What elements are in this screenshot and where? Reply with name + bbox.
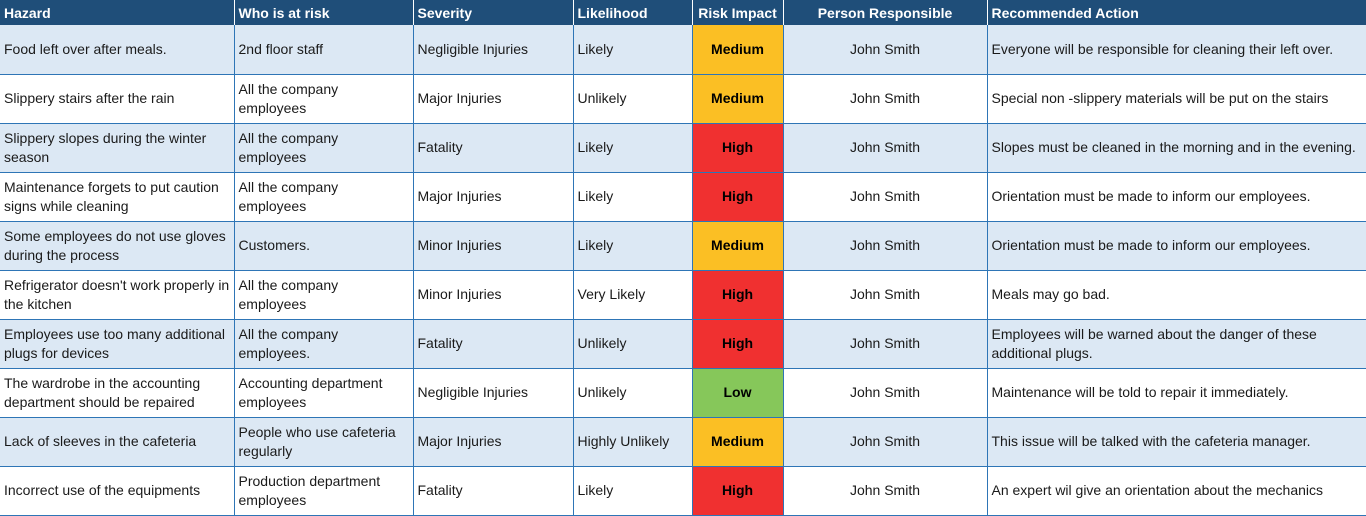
cell-who-at-risk: Accounting department employees: [234, 368, 414, 418]
cell-hazard: Some employees do not use gloves during …: [0, 221, 235, 271]
cell-hazard: Incorrect use of the equipments: [0, 466, 235, 516]
cell-likelihood: Likely: [573, 123, 693, 173]
cell-severity: Major Injuries: [413, 417, 574, 467]
table-row: Slippery slopes during the winter season…: [0, 123, 1366, 173]
table-row: Maintenance forgets to put caution signs…: [0, 172, 1366, 222]
cell-risk-impact: Medium: [692, 74, 784, 124]
cell-person-responsible: John Smith: [783, 319, 988, 369]
cell-recommended-action: Slopes must be cleaned in the morning an…: [987, 123, 1366, 173]
cell-risk-impact: High: [692, 319, 784, 369]
cell-severity: Fatality: [413, 466, 574, 516]
header-recommended-action: Recommended Action: [987, 0, 1366, 25]
cell-severity: Major Injuries: [413, 74, 574, 124]
cell-person-responsible: John Smith: [783, 74, 988, 124]
cell-risk-impact: Medium: [692, 25, 784, 75]
cell-who-at-risk: Production department employees: [234, 466, 414, 516]
table-row: The wardrobe in the accounting departmen…: [0, 368, 1366, 418]
header-hazard: Hazard: [0, 0, 235, 25]
cell-recommended-action: This issue will be talked with the cafet…: [987, 417, 1366, 467]
cell-recommended-action: Orientation must be made to inform our e…: [987, 221, 1366, 271]
cell-hazard: Slippery slopes during the winter season: [0, 123, 235, 173]
cell-who-at-risk: 2nd floor staff: [234, 25, 414, 75]
cell-risk-impact: High: [692, 270, 784, 320]
header-risk-impact: Risk Impact: [692, 0, 784, 25]
cell-severity: Fatality: [413, 123, 574, 173]
cell-who-at-risk: All the company employees: [234, 270, 414, 320]
cell-likelihood: Unlikely: [573, 74, 693, 124]
table-row: Food left over after meals. 2nd floor sta…: [0, 25, 1366, 75]
cell-severity: Negligible Injuries: [413, 368, 574, 418]
table-row: Employees use too many additional plugs …: [0, 319, 1366, 369]
header-row: Hazard Who is at risk Severity Likelihoo…: [0, 0, 1366, 25]
cell-severity: Minor Injuries: [413, 221, 574, 271]
cell-likelihood: Likely: [573, 466, 693, 516]
table-row: Incorrect use of the equipments Productio…: [0, 466, 1366, 516]
cell-recommended-action: Meals may go bad.: [987, 270, 1366, 320]
cell-recommended-action: Maintenance will be told to repair it im…: [987, 368, 1366, 418]
cell-who-at-risk: All the company employees: [234, 74, 414, 124]
cell-person-responsible: John Smith: [783, 123, 988, 173]
cell-likelihood: Highly Unlikely: [573, 417, 693, 467]
cell-risk-impact: Low: [692, 368, 784, 418]
cell-risk-impact: High: [692, 172, 784, 222]
cell-recommended-action: An expert wil give an orientation about …: [987, 466, 1366, 516]
cell-likelihood: Likely: [573, 172, 693, 222]
cell-likelihood: Very Likely: [573, 270, 693, 320]
table-header: Hazard Who is at risk Severity Likelihoo…: [0, 0, 1366, 25]
cell-who-at-risk: All the company employees.: [234, 319, 414, 369]
cell-hazard: Employees use too many additional plugs …: [0, 319, 235, 369]
cell-recommended-action: Special non -slippery materials will be …: [987, 74, 1366, 124]
cell-hazard: Maintenance forgets to put caution signs…: [0, 172, 235, 222]
table-body: Food left over after meals. 2nd floor sta…: [0, 25, 1366, 516]
cell-hazard: Food left over after meals.: [0, 25, 235, 75]
cell-hazard: Slippery stairs after the rain: [0, 74, 235, 124]
cell-person-responsible: John Smith: [783, 368, 988, 418]
cell-who-at-risk: All the company employees: [234, 172, 414, 222]
cell-risk-impact: Medium: [692, 221, 784, 271]
cell-severity: Fatality: [413, 319, 574, 369]
cell-risk-impact: Medium: [692, 417, 784, 467]
cell-severity: Minor Injuries: [413, 270, 574, 320]
cell-person-responsible: John Smith: [783, 25, 988, 75]
table-row: Refrigerator doesn't work properly in th…: [0, 270, 1366, 320]
cell-who-at-risk: People who use cafeteria regularly: [234, 417, 414, 467]
cell-who-at-risk: All the company employees: [234, 123, 414, 173]
cell-person-responsible: John Smith: [783, 270, 988, 320]
header-severity: Severity: [413, 0, 574, 25]
header-person-responsible: Person Responsible: [783, 0, 988, 25]
cell-recommended-action: Everyone will be responsible for cleanin…: [987, 25, 1366, 75]
cell-recommended-action: Employees will be warned about the dange…: [987, 319, 1366, 369]
cell-hazard: Lack of sleeves in the cafeteria: [0, 417, 235, 467]
cell-severity: Negligible Injuries: [413, 25, 574, 75]
cell-who-at-risk: Customers.: [234, 221, 414, 271]
cell-hazard: Refrigerator doesn't work properly in th…: [0, 270, 235, 320]
cell-risk-impact: High: [692, 466, 784, 516]
cell-severity: Major Injuries: [413, 172, 574, 222]
cell-likelihood: Likely: [573, 221, 693, 271]
table-row: Lack of sleeves in the cafeteria People w…: [0, 417, 1366, 467]
cell-recommended-action: Orientation must be made to inform our e…: [987, 172, 1366, 222]
cell-likelihood: Unlikely: [573, 319, 693, 369]
table-row: Some employees do not use gloves during …: [0, 221, 1366, 271]
cell-person-responsible: John Smith: [783, 221, 988, 271]
cell-likelihood: Likely: [573, 25, 693, 75]
cell-hazard: The wardrobe in the accounting departmen…: [0, 368, 235, 418]
header-who-at-risk: Who is at risk: [234, 0, 414, 25]
cell-person-responsible: John Smith: [783, 417, 988, 467]
cell-risk-impact: High: [692, 123, 784, 173]
table-row: Slippery stairs after the rain All the co…: [0, 74, 1366, 124]
cell-person-responsible: John Smith: [783, 466, 988, 516]
cell-person-responsible: John Smith: [783, 172, 988, 222]
cell-likelihood: Unlikely: [573, 368, 693, 418]
header-likelihood: Likelihood: [573, 0, 693, 25]
